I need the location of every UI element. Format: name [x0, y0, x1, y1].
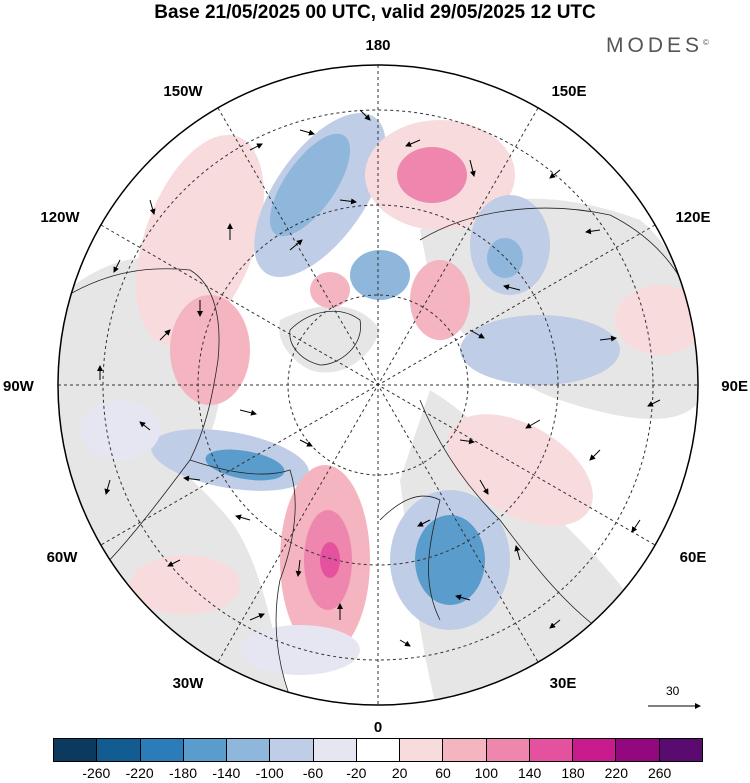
- colorbar-segment-3: [183, 739, 228, 761]
- graticule: [58, 65, 698, 705]
- colorbar-tick-label: -140: [212, 765, 241, 781]
- brand-mark: ©: [703, 38, 709, 47]
- colorbar-tick-label: -60: [302, 765, 324, 781]
- colorbar-segment-9: [443, 739, 487, 761]
- map-boundary: [57, 64, 699, 706]
- lon-label-60w: 60W: [47, 549, 79, 566]
- lon-label-30e: 30E: [550, 675, 577, 692]
- colorbar-segment-8: [400, 739, 444, 761]
- colorbar-tick-label: 100: [474, 765, 499, 781]
- colorbar-segment-14: [659, 739, 702, 761]
- colorbar-segment-11: [529, 739, 574, 761]
- colorbar-segment-2: [140, 739, 184, 761]
- colorbar-tick-label: 180: [561, 765, 585, 781]
- colorbar-tick-label: 220: [604, 765, 629, 781]
- reference-vector-label: 30: [666, 684, 680, 698]
- colorbar-segment-5: [270, 739, 314, 761]
- colorbar-tick-label: 140: [517, 765, 542, 781]
- lon-label-30w: 30W: [173, 675, 205, 692]
- colorbar-segment-0: [54, 739, 98, 761]
- colorbar-tick-label: 20: [391, 765, 408, 781]
- colorbar-ticks: -260 -220 -180 -140 -100 -60 -20 20 60 100 140 180 2…: [53, 765, 703, 783]
- colorbar-tick-label: -20: [346, 765, 367, 781]
- colorbar-tick-label: 260: [647, 765, 672, 781]
- map-disc: [58, 65, 698, 705]
- lon-label-120w: 120W: [40, 209, 80, 226]
- lon-label-90e: 90E: [721, 378, 748, 395]
- colorbar-tick-label: -220: [125, 765, 154, 781]
- colorbar-segment-13: [616, 739, 660, 761]
- brand-logo: MODES©: [606, 34, 709, 58]
- colorbar-segment-7: [356, 739, 401, 761]
- lon-label-120e: 120E: [675, 209, 710, 226]
- colorbar-segment-6: [313, 739, 357, 761]
- colorbar-tick-label: -100: [255, 765, 284, 781]
- colorbar-tick-label: -180: [168, 765, 198, 781]
- colorbar-segment-12: [573, 739, 617, 761]
- colorbar-segment-1: [97, 739, 141, 761]
- lon-label-180: 180: [365, 37, 390, 54]
- colorbar-segment-10: [486, 739, 530, 761]
- lon-label-60e: 60E: [680, 549, 707, 566]
- anomaly-shading: [80, 113, 698, 675]
- lon-label-0: 0: [374, 719, 382, 735]
- coastlines: [59, 207, 698, 705]
- polar-map: 180 0 90W 90E 150W 150E 120W 120E 60W 60…: [3, 37, 748, 735]
- colorbar-segment-4: [227, 739, 271, 761]
- colorbar-tick-label: 60: [435, 765, 451, 781]
- map-title: Base 21/05/2025 00 UTC, valid 29/05/2025…: [154, 2, 596, 23]
- wind-vectors: [97, 109, 661, 647]
- lon-label-150e: 150E: [551, 83, 586, 100]
- colorbar-tick-label: -260: [82, 765, 111, 781]
- brand-text: MODES: [606, 34, 704, 57]
- lon-label-90w: 90W: [3, 378, 35, 395]
- colorbar: [53, 738, 703, 762]
- lon-label-150w: 150W: [163, 83, 203, 100]
